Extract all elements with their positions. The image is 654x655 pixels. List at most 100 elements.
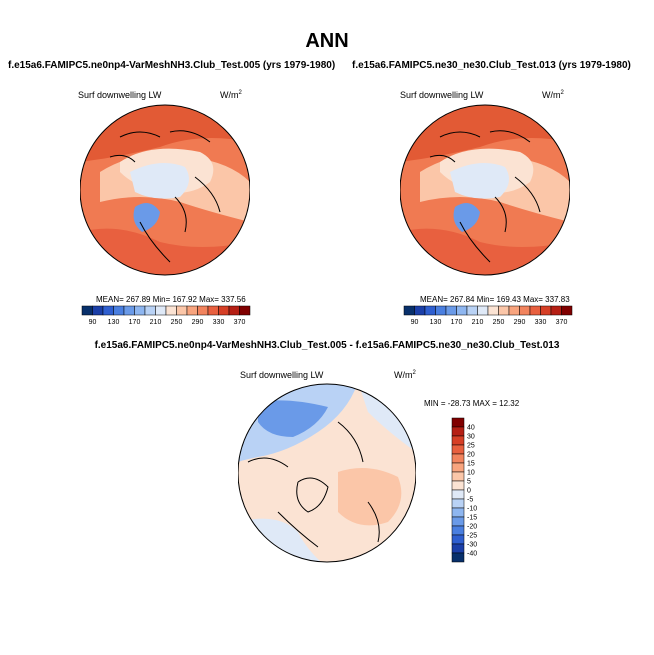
panel3-field-warm-patch [338,468,402,526]
panel1-colorbar-cell [144,305,156,316]
panel3-colorbar: 40 30 25 20 15 10 5 0 -5 -10 -15 -20 -25 -30 -40 [451,417,477,563]
panel1-colorbar-cell [123,305,135,316]
panel3-colorbar-label: 0 [467,488,471,495]
panel3-colorbar-cell [451,534,465,545]
panel3-colorbar-label: -30 [467,542,477,549]
panel1-colorbar-cell [218,305,230,316]
panel1-field-warm-north [80,105,250,162]
panel2-variable: Surf downwelling LW [400,90,484,100]
panel1-colorbar-label: 210 [150,319,162,326]
panel1-colorbar-cell [81,305,93,316]
panel1-colorbar-cell [102,305,114,316]
panel2-title: f.e15a6.FAMIPC5.ne30_ne30.Club_Test.013 … [352,60,631,71]
panel2-colorbar-cell [561,305,573,316]
panel3-colorbar-label: -15 [467,515,477,522]
panel1-colorbar-cell [176,305,188,316]
panel2-colorbar-cell [466,305,478,316]
panel2-colorbar-cell [414,305,426,316]
panel1-colorbar: 90 130 170 210 250 290 330 370 [81,305,251,326]
panel1-colorbar-label: 330 [213,319,225,326]
panel2-colorbar-cell [477,305,489,316]
panel3-colorbar-label: -10 [467,506,477,513]
panel1-title: f.e15a6.FAMIPC5.ne0np4-VarMeshNH3.Club_T… [8,60,336,71]
panel2-colorbar-cell [487,305,499,316]
panel1-colorbar-label: 130 [108,319,120,326]
panel2-field-greenland [453,203,480,232]
panel3-colorbar-cell [451,552,465,563]
panel3-colorbar-cell [451,444,465,455]
panel1-colorbar-label: 290 [192,319,204,326]
panel3-colorbar-cell [451,507,465,518]
panel3-colorbar-label: 40 [467,425,475,432]
panel3-colorbar-label: -25 [467,533,477,540]
panel3-units: W/m2 [394,370,416,380]
panel1-map [80,104,250,276]
panel2-colorbar-cell [498,305,510,316]
panel2-colorbar-label: 290 [514,319,526,326]
panel1-map-border [80,104,250,276]
panel3-stats: MIN = -28.73 MAX = 12.32 [424,399,520,408]
panel1-colorbar-cell [113,305,125,316]
panel3-colorbar-cell [451,516,465,527]
panel1-units: W/m2 [220,90,242,100]
panel2-map [400,104,570,276]
panel3-colorbar-label: -40 [467,551,477,558]
panel2-colorbar-label: 210 [472,319,484,326]
panel1-colorbar-label: 170 [129,319,141,326]
panel3-colorbar-label: -5 [467,497,473,504]
panel2-colorbar-label: 90 [411,319,419,326]
panel1-colorbar-cell [239,305,251,316]
panel3-colorbar-cell [451,417,465,428]
panel2-coastlines [429,130,541,263]
panel2-colorbar: 90 130 170 210 250 290 330 370 [403,305,573,326]
panel3-colorbar-cell [451,462,465,473]
panel2-field-arctic [450,163,509,199]
panel3-title: f.e15a6.FAMIPC5.ne0np4-VarMeshNH3.Club_T… [94,340,560,351]
panel2-colorbar-label: 370 [556,319,568,326]
panel1-colorbar-cell [92,305,104,316]
panel2-colorbar-label: 170 [451,319,463,326]
panel2-colorbar-cell [403,305,415,316]
panel3-colorbar-cell [451,498,465,509]
panel1-colorbar-cell [207,305,219,316]
panel1-colorbar-label: 370 [234,319,246,326]
panel3-colorbar-cell [451,453,465,464]
panel1-colorbar-cell [186,305,198,316]
panel2-field-warm-north [400,105,570,162]
panel3-variable: Surf downwelling LW [240,370,324,380]
panel1-colorbar-cell [134,305,146,316]
panel1-field-greenland [133,203,160,232]
main-title: ANN [305,30,349,52]
panel1-colorbar-label: 90 [89,319,97,326]
panel2-colorbar-cell [445,305,457,316]
panel3-colorbar-label: 20 [467,452,475,459]
panel3-coastlines [247,421,380,548]
panel2-colorbar-cell [550,305,562,316]
panel2-units: W/m2 [542,90,564,100]
panel3-map [238,383,416,563]
panel3-colorbar-label: 10 [467,470,475,477]
panel1-coastlines [109,130,221,263]
panel3-colorbar-cell [451,525,465,536]
panel3-colorbar-label: 15 [467,461,475,468]
panel3-colorbar-cell [451,543,465,554]
panel3-colorbar-cell [451,489,465,500]
panel3-colorbar-label: -20 [467,524,477,531]
panel2-colorbar-cell [540,305,552,316]
panel2-colorbar-label: 250 [493,319,505,326]
panel1-variable: Surf downwelling LW [78,90,162,100]
panel2-colorbar-label: 330 [535,319,547,326]
panel2-colorbar-cell [456,305,468,316]
panel2-colorbar-cell [424,305,436,316]
panel3-colorbar-label: 5 [467,479,471,486]
panel1-colorbar-cell [197,305,209,316]
panel2-colorbar-cell [508,305,520,316]
panel2-map-border [400,104,570,276]
panel1-colorbar-cell [155,305,167,316]
panel3-colorbar-cell [451,435,465,446]
panel3-colorbar-label: 25 [467,443,475,450]
panel1-colorbar-cell [165,305,177,316]
panel1-colorbar-label: 250 [171,319,183,326]
panel3-map-border [238,383,416,563]
panel3-field-cool-core [258,400,328,437]
